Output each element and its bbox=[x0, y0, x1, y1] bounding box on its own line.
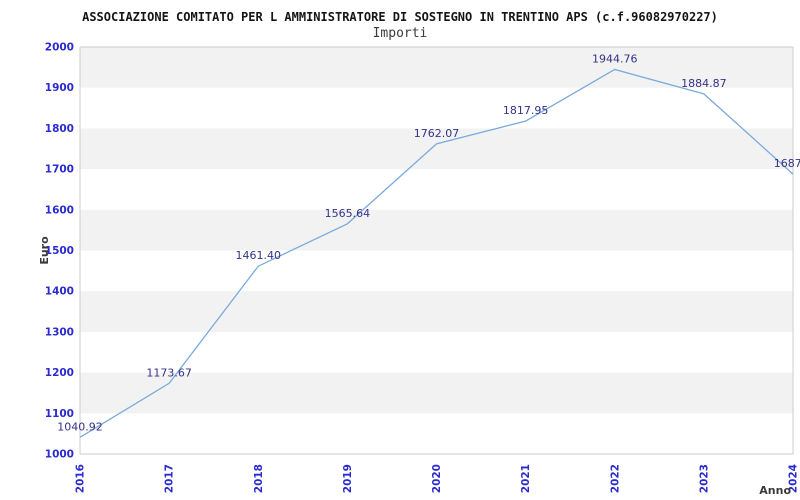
y-tick-label: 1100 bbox=[45, 408, 74, 420]
grid-band bbox=[80, 128, 793, 170]
x-tick-label: 2017 bbox=[164, 464, 176, 493]
data-point-label: 1817.95 bbox=[503, 104, 549, 117]
y-tick-label: 1300 bbox=[45, 326, 74, 338]
x-tick-label: 2019 bbox=[342, 464, 354, 493]
grid-band bbox=[80, 209, 793, 251]
x-tick-label: 2018 bbox=[253, 464, 265, 493]
y-tick-label: 1800 bbox=[45, 123, 74, 135]
y-tick-label: 1700 bbox=[45, 164, 74, 176]
grid-band bbox=[80, 47, 793, 88]
y-tick-label: 1400 bbox=[45, 286, 74, 298]
data-point-label: 1461.40 bbox=[236, 249, 282, 262]
data-point-label: 1173.67 bbox=[146, 366, 192, 379]
grid-band bbox=[80, 372, 793, 414]
chart-title: ASSOCIAZIONE COMITATO PER L AMMINISTRATO… bbox=[82, 10, 718, 24]
x-tick-label: 2016 bbox=[75, 464, 87, 493]
x-tick-label: 2024 bbox=[788, 464, 800, 493]
y-axis-title: Euro bbox=[38, 236, 51, 265]
data-point-label: 1944.76 bbox=[592, 52, 638, 65]
data-point-label: 1565.64 bbox=[325, 207, 371, 220]
x-tick-label: 2020 bbox=[431, 464, 443, 493]
chart-subtitle: Importi bbox=[372, 26, 428, 41]
x-tick-label: 2023 bbox=[698, 464, 710, 493]
x-tick-label: 2022 bbox=[609, 464, 621, 493]
data-point-label: 1884.87 bbox=[681, 77, 727, 90]
plot-border bbox=[79, 46, 794, 455]
y-tick-label: 1500 bbox=[45, 245, 74, 257]
y-tick-label: 1600 bbox=[45, 204, 74, 216]
x-axis-title: Anno bbox=[759, 484, 791, 497]
data-point-label: 1762.07 bbox=[414, 127, 460, 140]
y-tick-label: 1200 bbox=[45, 367, 74, 379]
data-point-label: 1687.7 bbox=[774, 157, 800, 170]
x-tick-label: 2021 bbox=[520, 464, 532, 493]
y-tick-label: 1000 bbox=[45, 449, 74, 461]
y-tick-label: 1900 bbox=[45, 82, 74, 94]
data-point-label: 1040.92 bbox=[57, 420, 103, 433]
y-tick-label: 2000 bbox=[45, 42, 74, 54]
series-line bbox=[79, 68, 794, 438]
grid-band bbox=[80, 291, 793, 332]
